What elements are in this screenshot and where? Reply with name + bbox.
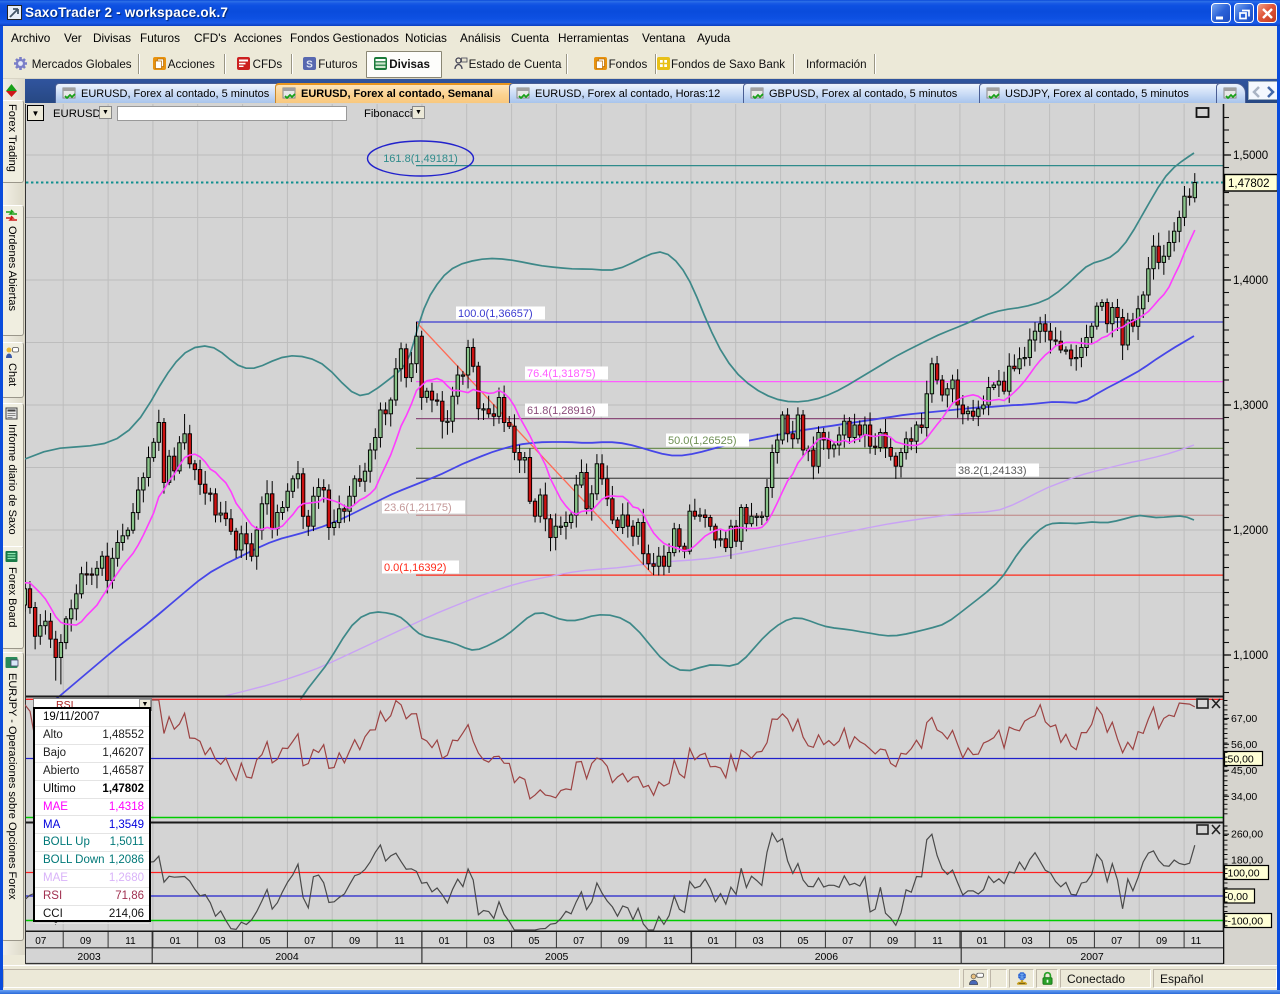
svg-text:1,5000: 1,5000 — [1233, 150, 1268, 162]
svg-text:11: 11 — [932, 936, 943, 947]
svg-text:1,4000: 1,4000 — [1233, 275, 1268, 287]
svg-text:100,00: 100,00 — [1228, 867, 1260, 879]
svg-text:09: 09 — [1156, 936, 1168, 947]
svg-text:76.4(1,31875): 76.4(1,31875) — [527, 368, 596, 380]
svg-text:2006: 2006 — [815, 951, 839, 963]
svg-text:05: 05 — [259, 936, 271, 947]
svg-text:1,2000: 1,2000 — [1233, 525, 1268, 537]
svg-text:61.8(1,28916): 61.8(1,28916) — [527, 405, 596, 417]
svg-text:1,1000: 1,1000 — [1233, 650, 1268, 662]
svg-text:2007: 2007 — [1080, 951, 1104, 963]
svg-text:161.8(1,49181): 161.8(1,49181) — [383, 153, 458, 165]
svg-text:1,3000: 1,3000 — [1233, 400, 1268, 412]
svg-text:01: 01 — [708, 936, 720, 947]
svg-text:45,00: 45,00 — [1231, 765, 1257, 777]
svg-text:03: 03 — [1022, 936, 1034, 947]
svg-text:07: 07 — [842, 936, 854, 947]
svg-text:0.0(1,16392): 0.0(1,16392) — [384, 562, 446, 574]
svg-text:11: 11 — [1191, 936, 1202, 947]
svg-text:03: 03 — [484, 936, 496, 947]
svg-text:03: 03 — [753, 936, 765, 947]
svg-text:180,00: 180,00 — [1231, 855, 1263, 867]
svg-text:09: 09 — [80, 936, 92, 947]
svg-text:56,00: 56,00 — [1231, 739, 1257, 751]
svg-text:09: 09 — [618, 936, 630, 947]
svg-text:11: 11 — [394, 936, 405, 947]
svg-text:01: 01 — [439, 936, 451, 947]
svg-text:100.0(1,36657): 100.0(1,36657) — [458, 308, 533, 320]
svg-text:34,00: 34,00 — [1231, 791, 1257, 803]
svg-text:0,00: 0,00 — [1228, 891, 1249, 903]
svg-text:1,47802: 1,47802 — [1228, 178, 1270, 190]
svg-text:01: 01 — [977, 936, 989, 947]
svg-text:05: 05 — [528, 936, 540, 947]
svg-text:S: S — [306, 60, 313, 71]
svg-text:67,00: 67,00 — [1231, 713, 1257, 725]
svg-text:2005: 2005 — [545, 951, 569, 963]
svg-text:07: 07 — [304, 936, 316, 947]
svg-text:01: 01 — [170, 936, 182, 947]
svg-text:2003: 2003 — [77, 951, 101, 963]
svg-text:23.6(1,21175): 23.6(1,21175) — [384, 502, 452, 514]
svg-text:260,00: 260,00 — [1231, 829, 1263, 841]
svg-text:05: 05 — [797, 936, 809, 947]
svg-text:11: 11 — [125, 936, 136, 947]
svg-text:07: 07 — [1111, 936, 1123, 947]
svg-text:38.2(1,24133): 38.2(1,24133) — [958, 465, 1027, 477]
svg-text:50.0(1,26525): 50.0(1,26525) — [668, 435, 737, 447]
svg-text:05: 05 — [1066, 936, 1078, 947]
svg-text:11: 11 — [663, 936, 674, 947]
svg-text:09: 09 — [349, 936, 361, 947]
svg-text:2004: 2004 — [275, 951, 299, 963]
svg-text:03: 03 — [215, 936, 227, 947]
svg-text:50,00: 50,00 — [1228, 754, 1254, 766]
svg-text:07: 07 — [573, 936, 585, 947]
svg-text:-100,00: -100,00 — [1228, 915, 1264, 927]
svg-text:07: 07 — [35, 936, 47, 947]
svg-text:09: 09 — [887, 936, 899, 947]
